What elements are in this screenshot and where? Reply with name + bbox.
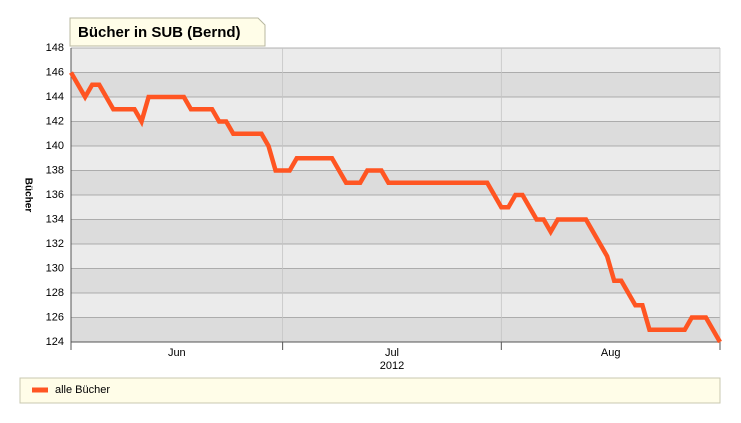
legend-box	[19, 377, 721, 404]
y-tick-label: 136	[46, 189, 64, 201]
y-axis-label: Bücher	[22, 178, 33, 213]
grid-band	[71, 317, 720, 342]
y-tick-label: 138	[46, 164, 64, 176]
title-tab	[69, 17, 266, 47]
y-tick-label: 146	[46, 66, 64, 78]
y-tick-label: 132	[46, 238, 64, 250]
x-tick-label: Jun	[168, 347, 186, 359]
y-tick-label: 130	[46, 262, 64, 274]
y-tick-label: 142	[46, 115, 64, 127]
y-tick-label: 126	[46, 311, 64, 323]
y-tick-label: 140	[46, 140, 64, 152]
x-sublabel: 2012	[380, 360, 404, 372]
y-tick-label: 128	[46, 287, 64, 299]
y-tick-label: 134	[46, 213, 64, 225]
grid-band	[71, 72, 720, 97]
line-series	[69, 71, 722, 344]
y-tick-label: 124	[46, 336, 64, 348]
x-tick-label: Aug	[601, 347, 621, 359]
grid-band	[71, 121, 720, 146]
chart-title: Bücher in SUB (Bernd)	[78, 24, 241, 41]
grid-band	[71, 219, 720, 244]
y-tick-label: 148	[46, 42, 64, 54]
legend-label: alle Bücher	[55, 384, 110, 396]
y-tick-label: 144	[46, 91, 64, 103]
x-tick-label: Jul	[385, 347, 399, 359]
